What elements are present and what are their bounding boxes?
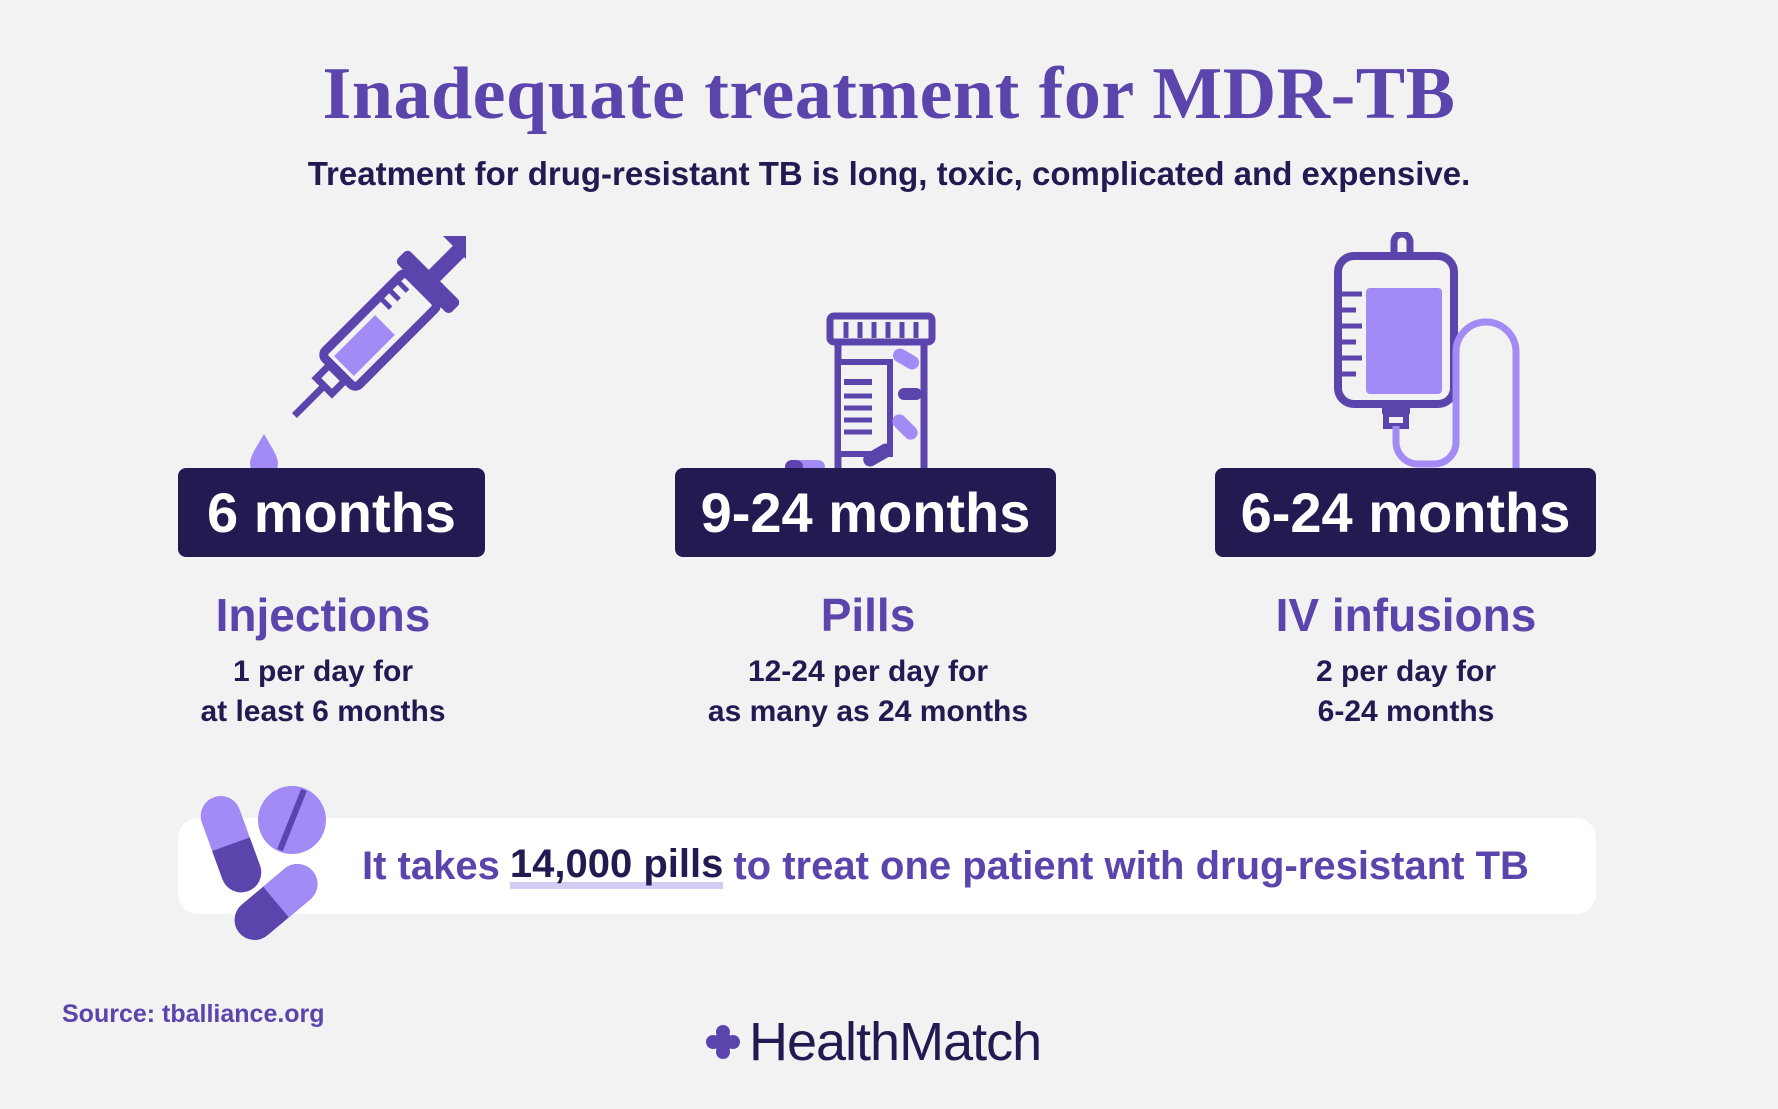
duration-badge-pills: 9-24 months [675,468,1056,557]
logo-text: HealthMatch [749,1012,1042,1072]
treatment-name-iv: IV infusions [1275,589,1537,641]
desc-line: as many as 24 months [707,695,1029,728]
syringe-icon [250,236,466,478]
pill-count-banner [178,818,1596,914]
banner-text-before: It takes [362,843,500,888]
treatment-desc-injections: 1 per day for at least 6 months [178,652,468,732]
page-title: Inadequate treatment for MDR-TB [322,53,1456,135]
treatment-desc-iv: 2 per day for 6-24 months [1206,652,1606,732]
desc-line: 2 per day for [1315,655,1497,688]
page-subtitle: Treatment for drug-resistant TB is long,… [307,155,1471,192]
treatment-desc-pills: 12-24 per day for as many as 24 months [658,652,1078,732]
pill-bottle-icon [785,312,936,476]
pill-count-text: It takes 14,000 pills to treat one patie… [362,818,1592,914]
pills-icon [200,786,326,940]
banner-highlight: 14,000 pills [509,841,724,891]
healthmatch-logo: HealthMatch [705,1010,1042,1074]
treatment-name-injections: Injections [215,589,431,641]
desc-line: at least 6 months [200,695,446,728]
duration-badge-injections: 6 months [178,468,485,557]
desc-line: 6-24 months [1317,695,1495,728]
desc-line: 12-24 per day for [747,655,989,688]
desc-line: 1 per day for [232,655,414,688]
iv-bag-icon [1334,232,1520,470]
treatment-name-pills: Pills [820,589,916,641]
banner-text-after: to treat one patient with drug-resistant… [733,843,1529,888]
healthmatch-cross-icon [706,1025,740,1059]
source-citation: Source: tballiance.org [62,1000,325,1028]
duration-badge-iv: 6-24 months [1215,468,1596,557]
